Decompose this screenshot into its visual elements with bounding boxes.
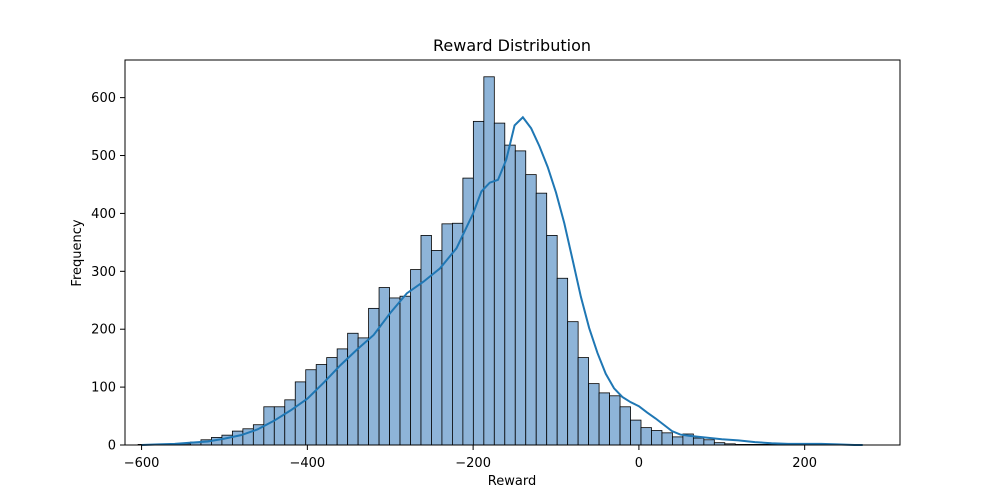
histogram-bar	[493, 122, 506, 446]
histogram-bar	[577, 357, 590, 446]
histogram-bar	[588, 383, 600, 446]
histogram-bar	[399, 295, 411, 446]
histogram-bar	[535, 192, 548, 446]
histogram-bar	[294, 381, 307, 446]
histogram-bar	[472, 120, 485, 446]
y-tick-label: 200	[91, 323, 116, 338]
y-axis-ticks: 0 100 200 300 400 500 600	[91, 91, 125, 454]
y-tick-label: 300	[91, 265, 116, 280]
histogram-bar	[441, 223, 453, 446]
x-tick-label: −200	[455, 456, 491, 471]
x-tick-label: −600	[124, 456, 160, 471]
histogram-bar	[661, 432, 673, 446]
histogram-bar	[431, 250, 443, 446]
histogram-bar	[452, 222, 464, 446]
plot-frame	[124, 59, 901, 446]
histogram-bar	[630, 419, 642, 446]
y-tick-label: 600	[91, 91, 116, 106]
histogram-bar	[378, 287, 390, 446]
x-axis-label: Reward	[488, 474, 536, 489]
histogram-bar	[703, 439, 715, 446]
histogram-bar	[619, 406, 631, 446]
histogram-bar	[525, 174, 537, 446]
histogram-bar	[483, 76, 495, 446]
histogram-bar	[556, 277, 569, 446]
chart-title: Reward Distribution	[433, 36, 591, 55]
histogram-bar	[546, 235, 558, 446]
x-tick-label: −400	[289, 456, 325, 471]
y-tick-label: 0	[108, 439, 116, 454]
y-axis-label: Frequency	[70, 219, 85, 286]
histogram-bar	[357, 337, 369, 446]
x-tick-label: 0	[635, 456, 643, 471]
histogram-bar	[692, 437, 705, 446]
histogram-bar	[672, 436, 684, 446]
histogram-bar	[514, 150, 527, 446]
y-tick-label: 100	[91, 381, 116, 396]
histogram-bar	[420, 235, 432, 446]
histogram-bar	[410, 269, 422, 446]
histogram-bar	[284, 399, 296, 446]
histogram-bar	[567, 321, 579, 446]
histogram-bar	[609, 395, 621, 446]
x-tick-label: 200	[792, 456, 817, 471]
histogram-bar	[598, 392, 610, 446]
y-tick-label: 500	[91, 149, 116, 164]
histogram-bar	[640, 427, 652, 446]
histogram-bar	[389, 297, 401, 446]
histogram-bar	[305, 369, 317, 446]
histogram-bar	[504, 144, 516, 446]
histogram-bar	[231, 430, 244, 446]
y-tick-label: 400	[91, 207, 116, 222]
histogram-bar	[315, 364, 328, 446]
histogram-bars	[137, 76, 778, 446]
histogram-bar	[273, 406, 286, 446]
x-axis-ticks: −600 −400 −200 0 200	[124, 445, 817, 471]
histogram-bar	[651, 430, 663, 446]
kde-curve	[141, 115, 863, 446]
